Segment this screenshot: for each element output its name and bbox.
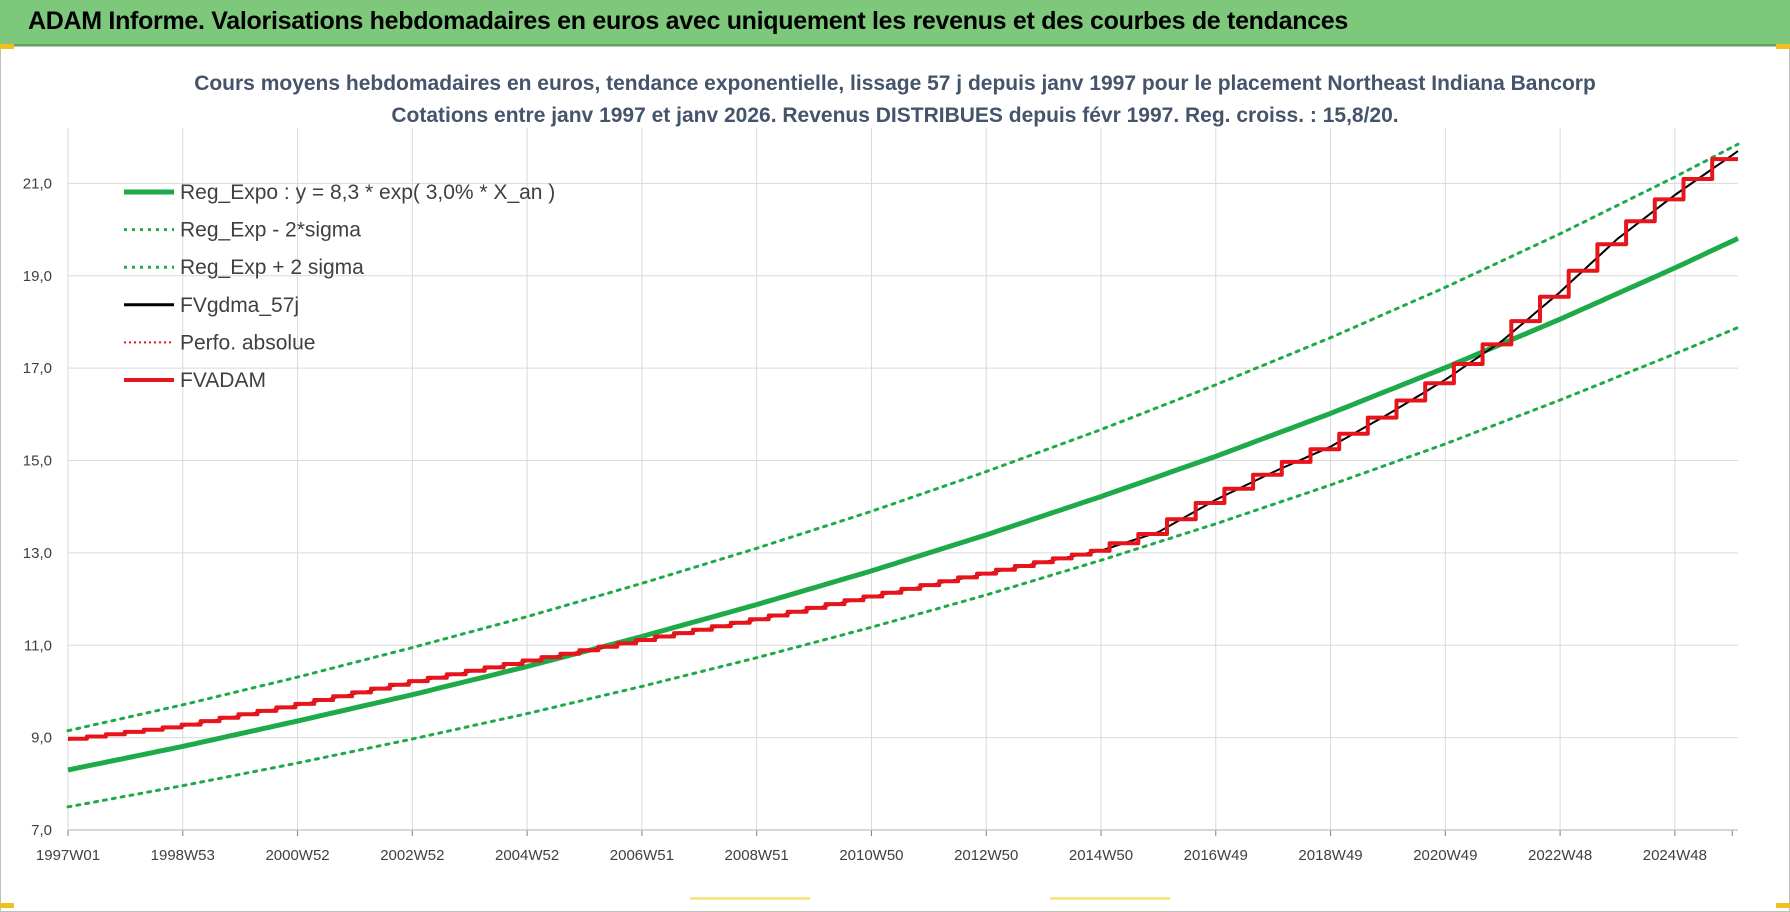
legend-label: Perfo. absolue: [180, 331, 315, 354]
x-tick-label: 1997W01: [36, 847, 100, 864]
y-tick-label: 7,0: [31, 822, 52, 839]
chart-frame: [0, 46, 1790, 912]
chart-series: [66, 142, 1740, 809]
x-tick-label: 1998W53: [151, 847, 215, 864]
x-tick-label: 2004W52: [495, 847, 559, 864]
series-reg-exp-minus-2sigma: [66, 326, 1740, 809]
series-fvadam: [68, 157, 1738, 741]
x-tick-label: 2014W50: [1069, 847, 1133, 864]
report-banner: ADAM Informe. Valorisations hebdomadaire…: [0, 0, 1790, 46]
frame-corner-top-left: [0, 44, 14, 49]
legend-label: Reg_Expo : y = 8,3 * exp( 3,0% * X_an ): [180, 181, 555, 204]
x-tick-label: 2002W52: [380, 847, 444, 864]
x-tick-label: 2018W49: [1298, 847, 1362, 864]
frame-bottom-mark: [1050, 897, 1170, 900]
report-title: ADAM Informe. Valorisations hebdomadaire…: [28, 7, 1349, 35]
series-reg-expo: [67, 236, 1740, 773]
y-tick-label: 17,0: [23, 360, 52, 377]
frame-bottom-mark: [690, 897, 810, 900]
x-tick-label: 2020W49: [1413, 847, 1477, 864]
frame-corner-bottom-right: [1776, 903, 1790, 908]
y-tick-label: 13,0: [23, 545, 52, 562]
y-tick-label: 11,0: [24, 637, 52, 654]
x-tick-label: 2010W50: [839, 847, 903, 864]
x-tick-label: 2016W49: [1184, 847, 1248, 864]
series-reg-exp-plus-2sigma: [66, 142, 1740, 733]
legend-label: Reg_Exp - 2*sigma: [180, 219, 361, 242]
chart-axes: 7,0 9,0 11,0 13,0 15,0 17,0 19,0 21,0 1997W01 199…: [23, 175, 1738, 864]
frame-corner-top-right: [1776, 44, 1790, 49]
x-tick-label: 2006W51: [610, 847, 674, 864]
legend-label: FVADAM: [180, 369, 266, 392]
x-tick-label: 2022W48: [1528, 847, 1592, 864]
x-tick-label: 2008W51: [725, 847, 789, 864]
chart-title: Cours moyens hebdomadaires en euros, ten…: [194, 72, 1596, 95]
frame-corner-bottom-left: [0, 903, 14, 908]
y-tick-label: 19,0: [23, 268, 52, 285]
legend-label: Reg_Exp + 2 sigma: [180, 256, 364, 279]
x-tick-label: 2024W48: [1643, 847, 1707, 864]
y-tick-label: 21,0: [23, 175, 52, 192]
y-tick-label: 15,0: [23, 453, 52, 470]
legend-label: FVgdma_57j: [180, 294, 299, 317]
x-tick-label: 2000W52: [265, 847, 329, 864]
x-tick-label: 2012W50: [954, 847, 1018, 864]
y-tick-label: 9,0: [31, 730, 52, 747]
chart-legend: Reg_Expo : y = 8,3 * exp( 3,0% * X_an ) R…: [124, 181, 555, 392]
chart-subtitle: Cotations entre janv 1997 et janv 2026. …: [391, 104, 1399, 127]
